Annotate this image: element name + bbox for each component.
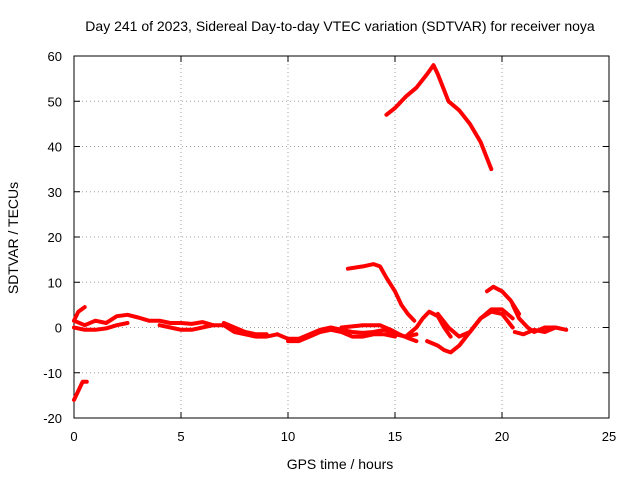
series-arc-9 <box>339 323 419 344</box>
series-arc-2 <box>72 379 89 402</box>
x-tick-label: 20 <box>495 429 509 444</box>
x-tick-label: 25 <box>602 429 616 444</box>
y-tick-label: 30 <box>48 185 62 200</box>
series-arc-10 <box>384 63 494 172</box>
y-tick-label: -20 <box>43 411 62 426</box>
x-tick-label: 5 <box>177 429 184 444</box>
series-arc-3 <box>72 312 280 339</box>
x-axis-label: GPS time / hours <box>287 456 394 472</box>
series-arc-6 <box>221 321 269 337</box>
y-axis-label: SDTVAR / TECUs <box>5 182 21 294</box>
y-tick-label: 20 <box>48 230 62 245</box>
y-tick-label: -10 <box>43 366 62 381</box>
x-tick-label: 15 <box>388 429 402 444</box>
series-arc-4 <box>72 321 130 332</box>
series-arc-16 <box>510 302 569 334</box>
series-arc-8 <box>286 327 397 344</box>
series-arc-5 <box>157 323 216 332</box>
series-arc-11 <box>345 262 417 323</box>
y-tick-label: 0 <box>55 321 62 336</box>
series-arc-7 <box>275 325 419 341</box>
y-tick-label: 50 <box>48 94 62 109</box>
series-layer <box>72 63 569 402</box>
series-arc-12 <box>403 309 453 339</box>
y-tick-label: 10 <box>48 275 62 290</box>
ticks <box>73 55 610 419</box>
x-tick-label: 0 <box>70 429 77 444</box>
series-arc-17 <box>512 325 558 337</box>
y-tick-labels: -20 -10 0 10 20 30 40 50 60 <box>43 49 62 426</box>
chart-title: Day 241 of 2023, Sidereal Day-to-day VTE… <box>85 18 595 34</box>
grid <box>74 56 609 418</box>
y-tick-label: 40 <box>48 140 62 155</box>
series-arc-14 <box>435 307 515 339</box>
series-arc-1 <box>72 305 87 323</box>
y-tick-label: 60 <box>48 49 62 64</box>
series-arc-13 <box>425 309 515 355</box>
x-tick-labels: 0 5 10 15 20 25 <box>70 429 616 444</box>
x-tick-label: 10 <box>281 429 295 444</box>
